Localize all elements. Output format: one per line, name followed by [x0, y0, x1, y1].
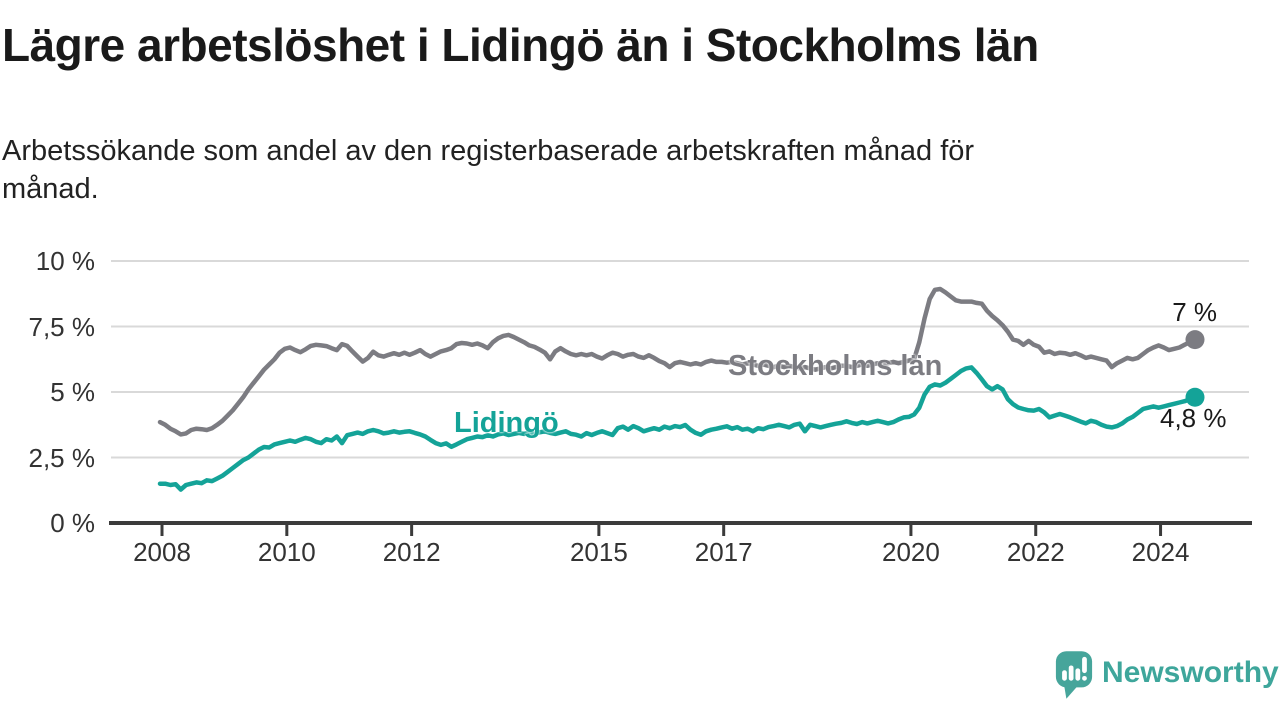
newsworthy-bubble-chart-icon	[1055, 651, 1093, 699]
y-axis-tick-label: 2,5 %	[28, 442, 96, 473]
x-axis-tick-label: 2008	[133, 537, 191, 567]
x-axis-tick-label: 2017	[694, 537, 753, 567]
chart-title: Lägre arbetslöshet i Lidingö än i Stockh…	[2, 19, 1039, 71]
x-axis-tick-label: 2024	[1131, 537, 1190, 567]
series-end-dot-stockholms-lan	[1185, 330, 1205, 350]
series-label-stockholms-lan: Stockholms län	[728, 350, 943, 382]
x-axis-tick-label: 2020	[881, 537, 940, 567]
end-value-label-stockholms-lan: 7 %	[1172, 297, 1217, 327]
y-axis-tick-label: 0 %	[50, 508, 95, 538]
y-axis-tick-label: 10 %	[35, 246, 95, 276]
newsworthy-wordmark: Newsworthy	[1102, 656, 1279, 689]
chart-subtitle: Arbetssökande som andel av den registerb…	[2, 135, 975, 205]
x-axis-tick-label: 2022	[1006, 537, 1065, 567]
end-value-label-lidingo: 4,8 %	[1160, 403, 1227, 433]
y-axis-tick-label: 5 %	[50, 377, 95, 407]
y-axis-tick-label: 7,5 %	[28, 311, 96, 342]
series-end-dot-lidingo	[1185, 387, 1205, 407]
series-label-lidingo: Lidingö	[454, 407, 559, 439]
series-line-stockholms-lan	[157, 286, 1198, 437]
newsworthy-logo: Newsworthy	[1054, 649, 1279, 705]
x-axis-tick-label: 2010	[257, 537, 316, 567]
x-axis-tick-label: 2015	[569, 537, 628, 567]
x-axis-tick-label: 2012	[382, 537, 441, 567]
series-line-lidingo	[157, 365, 1198, 492]
